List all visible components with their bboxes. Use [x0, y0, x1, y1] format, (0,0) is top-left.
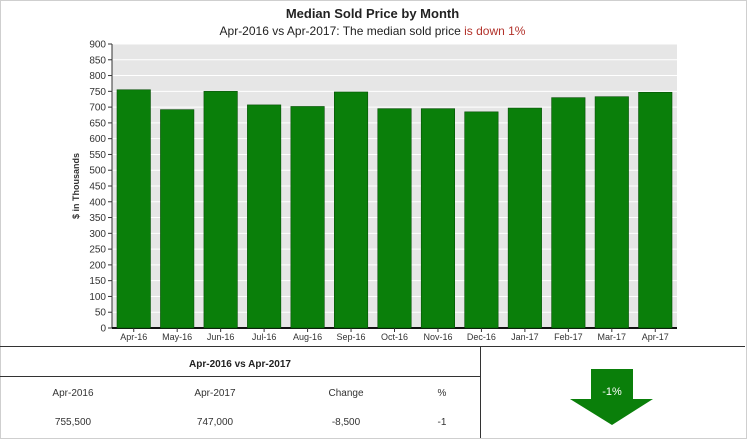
y-tick-label: 150: [89, 276, 106, 287]
y-tick-label: 450: [89, 182, 106, 193]
chart-title: Median Sold Price by Month: [285, 6, 460, 21]
summary-title: Apr-2016 vs Apr-2017: [189, 359, 291, 370]
subtitle-text: Apr-2016 vs Apr-2017: The median sold pr…: [219, 24, 465, 38]
x-tick-label: Sep-16: [337, 332, 366, 342]
y-tick-label: 200: [89, 260, 106, 271]
summary-header-4: %: [437, 388, 447, 399]
bar: [203, 91, 238, 329]
x-tick-label: Aug-16: [293, 332, 322, 342]
y-tick-label: 850: [89, 55, 106, 66]
bar: [507, 107, 542, 329]
x-tick-label: Jun-16: [207, 332, 235, 342]
change-indicator-label: -1%: [602, 386, 622, 398]
y-tick-label: 300: [89, 229, 106, 240]
summary-header-3: Change: [328, 388, 364, 399]
x-tick-label: Mar-17: [598, 332, 627, 342]
x-tick-label: Jul-16: [252, 332, 277, 342]
bar: [247, 104, 282, 329]
summary-value-2: 747,000: [196, 417, 234, 428]
y-tick-label: 700: [89, 103, 106, 114]
bar: [638, 91, 673, 329]
summary-section: Apr-2016 vs Apr-2017 Apr-2016 Apr-2017 C…: [0, 346, 745, 438]
y-tick-label: 500: [89, 166, 106, 177]
y-tick-label: 350: [89, 213, 106, 224]
bar-chart: 0 50 100 150 200 250 300 350 400 450 500 550 600 650 7…: [71, 40, 677, 342]
x-tick-label: May-16: [162, 332, 192, 342]
bar: [551, 97, 586, 329]
summary-value-1: 755,500: [54, 417, 92, 428]
bar: [116, 89, 151, 329]
y-tick-label: 400: [89, 197, 106, 208]
y-tick-label: 50: [95, 308, 107, 319]
y-tick-label: 100: [89, 292, 106, 303]
bar: [334, 91, 369, 329]
y-tick-label: 0: [100, 324, 106, 335]
summary-header-1: Apr-2016: [52, 388, 94, 399]
bar: [464, 111, 499, 329]
y-tick-label: 550: [89, 150, 106, 161]
y-tick-label: 900: [89, 40, 106, 51]
summary-header-2: Apr-2017: [194, 388, 236, 399]
x-tick-label: Apr-17: [642, 332, 669, 342]
y-tick-label: 750: [89, 87, 106, 98]
bar: [160, 109, 195, 329]
bar: [420, 108, 455, 329]
y-tick-label: 800: [89, 71, 106, 82]
y-axis-label: $ in Thousands: [71, 153, 81, 219]
down-arrow-icon: -1%: [570, 369, 653, 425]
x-tick-label: Nov-16: [423, 332, 452, 342]
x-tick-label: Oct-16: [381, 332, 408, 342]
y-tick-label: 650: [89, 118, 106, 129]
bar: [377, 108, 412, 329]
subtitle-change: is down 1%: [464, 24, 526, 38]
y-tick-label: 600: [89, 134, 106, 145]
summary-value-3: -8,500: [331, 417, 361, 428]
x-tick-label: Dec-16: [467, 332, 496, 342]
summary-divider: [0, 376, 480, 377]
bar: [594, 96, 629, 329]
y-tick-label: 250: [89, 245, 106, 256]
bar: [290, 106, 325, 329]
summary-table: Apr-2016 vs Apr-2017 Apr-2016 Apr-2017 C…: [0, 347, 481, 438]
x-tick-label: Feb-17: [554, 332, 583, 342]
summary-value-4: -1: [437, 417, 447, 428]
x-tick-label: Apr-16: [120, 332, 147, 342]
x-tick-label: Jan-17: [511, 332, 539, 342]
change-indicator: -1%: [481, 347, 745, 438]
chart-subtitle: Apr-2016 vs Apr-2017: The median sold pr…: [0, 24, 745, 38]
